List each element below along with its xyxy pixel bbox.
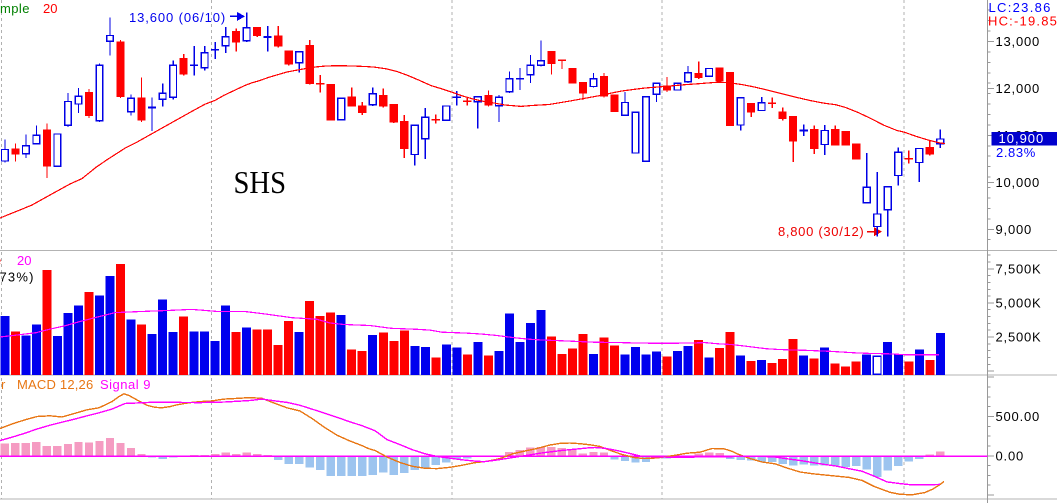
svg-text:13,600 (06/10): 13,600 (06/10) xyxy=(129,10,226,25)
svg-text:MACD 12,26: MACD 12,26 xyxy=(17,377,93,392)
svg-text:r: r xyxy=(1,377,6,392)
svg-text:SHS: SHS xyxy=(234,164,287,200)
svg-text:10,000: 10,000 xyxy=(996,175,1041,190)
svg-text:0.00: 0.00 xyxy=(996,448,1025,463)
svg-text:e: e xyxy=(0,253,1,268)
svg-text:HC:-19.85: HC:-19.85 xyxy=(988,14,1057,29)
svg-text:LC:23.86: LC:23.86 xyxy=(989,0,1052,15)
svg-text:73%): 73%) xyxy=(0,270,35,285)
svg-text:2,500K: 2,500K xyxy=(996,330,1042,345)
svg-text:20: 20 xyxy=(43,1,57,16)
svg-text:500.00: 500.00 xyxy=(996,409,1041,424)
svg-text:9,000: 9,000 xyxy=(996,222,1033,237)
svg-text:8,800 (30/12): 8,800 (30/12) xyxy=(778,224,864,239)
svg-text:13,000: 13,000 xyxy=(996,34,1041,49)
svg-text:Signal 9: Signal 9 xyxy=(100,377,151,392)
svg-text:10,900: 10,900 xyxy=(999,131,1045,146)
svg-text:2.83%: 2.83% xyxy=(996,145,1036,160)
svg-text:7,500K: 7,500K xyxy=(996,261,1042,276)
svg-text:Simple: Simple xyxy=(0,1,30,16)
svg-text:20: 20 xyxy=(17,253,31,268)
svg-text:5,000K: 5,000K xyxy=(996,295,1042,310)
svg-text:12,000: 12,000 xyxy=(996,81,1041,96)
